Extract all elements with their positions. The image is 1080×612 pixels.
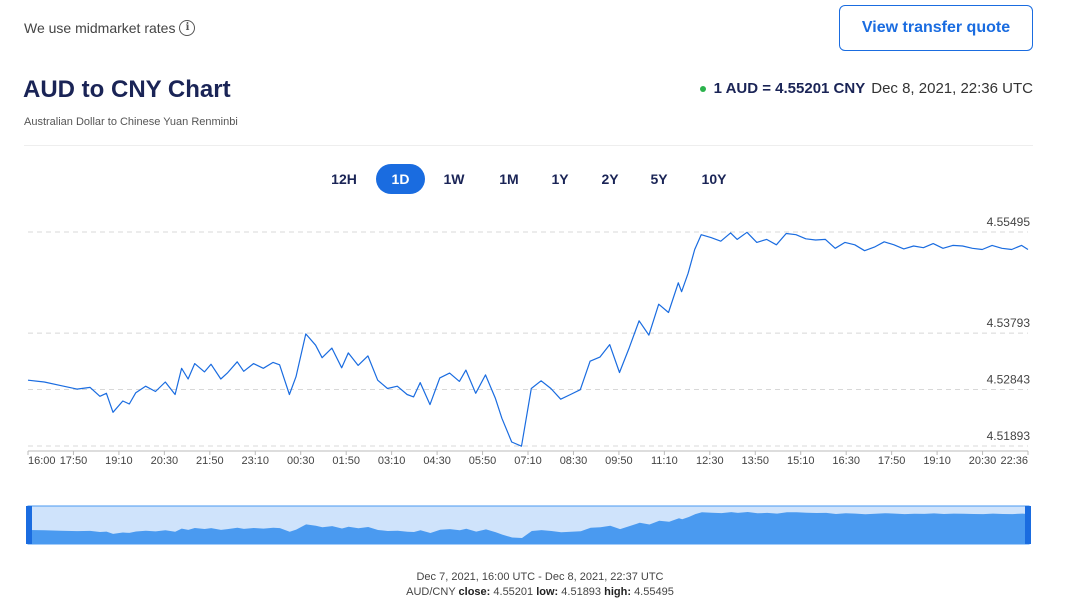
tab-1y[interactable]: 1Y [551, 171, 569, 187]
x-tick-label-11: 07:10 [514, 455, 542, 467]
x-tick-label-16: 13:50 [742, 455, 770, 467]
x-tick-label-22: 22:36 [1000, 455, 1028, 467]
series-line [27, 231, 1029, 447]
tab-10y[interactable]: 10Y [701, 171, 727, 187]
summary-close-label: close: [458, 586, 491, 598]
navigator-right-handle[interactable] [1025, 506, 1031, 544]
x-tick-label-18: 16:30 [832, 455, 860, 467]
x-tick-label-9: 04:30 [423, 455, 451, 467]
live-status-dot [699, 85, 706, 92]
tab-1d[interactable]: 1D [376, 164, 425, 194]
current-rate: 1 AUD = 4.55201 CNY Dec 8, 2021, 22:36 U… [699, 80, 1033, 97]
tab-12h[interactable]: 12H [331, 171, 357, 187]
header-divider [24, 145, 1033, 146]
x-tick-label-0: 16:00 [28, 455, 56, 467]
view-transfer-quote-button[interactable]: View transfer quote [839, 5, 1033, 51]
info-icon[interactable]: i [179, 20, 196, 36]
y-tick-label-1: 4.53793 [987, 316, 1031, 330]
x-tick-label-5: 23:10 [242, 455, 270, 467]
x-tick-label-15: 12:30 [696, 455, 724, 467]
summary-low-label: low: [536, 586, 559, 598]
summary-high-label: high: [604, 586, 631, 598]
page-subtitle: Australian Dollar to Chinese Yuan Renmin… [24, 116, 238, 128]
navigator-left-handle[interactable] [26, 506, 32, 544]
x-tick-label-1: 17:50 [60, 455, 88, 467]
x-tick-label-2: 19:10 [105, 455, 133, 467]
x-tick-label-19: 17:50 [878, 455, 906, 467]
x-tick-label-6: 00:30 [287, 455, 315, 467]
summary-pair: AUD/CNY [406, 586, 456, 598]
summary-high-value: 4.55495 [634, 586, 674, 598]
rates-note-text: We use midmarket rates [24, 20, 176, 36]
x-tick-label-21: 20:30 [969, 455, 997, 467]
summary-line: AUD/CNY close: 4.55201 low: 4.51893 high… [0, 585, 1080, 600]
tab-2y[interactable]: 2Y [601, 171, 619, 187]
y-tick-label-3: 4.51893 [987, 429, 1031, 443]
tab-1w[interactable]: 1W [443, 171, 465, 187]
x-tick-label-4: 21:50 [196, 455, 224, 467]
navigator-area [28, 512, 1029, 544]
x-tick-label-7: 01:50 [332, 455, 360, 467]
x-tick-label-8: 03:10 [378, 455, 406, 467]
date-range-label: Dec 7, 2021, 16:00 UTC - Dec 8, 2021, 22… [416, 571, 664, 583]
x-tick-label-10: 05:50 [469, 455, 497, 467]
page-title: AUD to CNY Chart [23, 76, 231, 103]
chart-footer: Dec 7, 2021, 16:00 UTC - Dec 8, 2021, 22… [0, 570, 1080, 600]
x-tick-label-12: 08:30 [560, 455, 588, 467]
y-tick-label-2: 4.52843 [987, 373, 1031, 387]
summary-close-value: 4.55201 [493, 586, 534, 598]
x-tick-label-17: 15:10 [787, 455, 815, 467]
tab-1m[interactable]: 1M [499, 171, 519, 187]
tab-5y[interactable]: 5Y [650, 171, 668, 187]
rate-value: 1 AUD = 4.55201 CNY [713, 80, 866, 97]
x-tick-label-20: 19:10 [923, 455, 951, 467]
x-tick-label-14: 11:10 [651, 455, 678, 467]
range-tabs: 12H 1D 1W 1M 1Y 2Y 5Y 10Y [0, 164, 1080, 194]
summary-low-value: 4.51893 [561, 586, 602, 598]
rate-timestamp: Dec 8, 2021, 22:36 UTC [871, 80, 1033, 97]
x-tick-label-3: 20:30 [151, 455, 179, 467]
midmarket-rates-note: We use midmarket rates i [24, 20, 196, 36]
y-tick-label-0: 4.55495 [987, 215, 1031, 229]
x-tick-label-13: 09:50 [605, 455, 633, 467]
